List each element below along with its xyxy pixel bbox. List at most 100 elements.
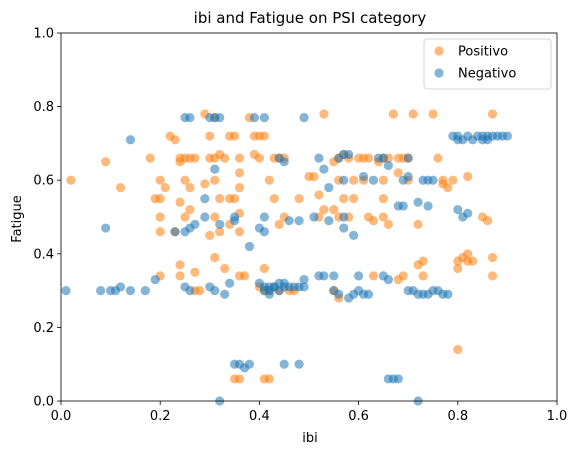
data-point	[195, 286, 205, 296]
data-point	[170, 135, 180, 145]
data-point	[210, 175, 220, 185]
data-point	[443, 182, 453, 193]
data-point	[185, 182, 195, 193]
data-point	[279, 359, 289, 369]
data-point	[190, 219, 200, 229]
y-axis: 0.0 0.2 0.4 0.6 0.8 1.0	[33, 27, 61, 410]
data-point	[264, 289, 274, 299]
y-tick-label: 0.4	[33, 247, 54, 262]
data-point	[145, 153, 155, 163]
data-point	[234, 182, 245, 193]
data-point	[443, 289, 453, 299]
data-point	[349, 194, 359, 204]
data-point	[393, 374, 403, 384]
data-point	[428, 175, 438, 185]
legend-marker	[434, 46, 444, 56]
data-point	[299, 282, 309, 292]
data-point	[413, 219, 423, 229]
data-point	[418, 256, 428, 266]
legend: Positivo Negativo	[423, 38, 552, 90]
data-point	[115, 182, 126, 193]
data-point	[339, 212, 349, 222]
data-point	[180, 175, 190, 185]
legend-marker	[434, 68, 444, 78]
data-point	[368, 271, 379, 281]
data-point	[254, 153, 264, 163]
data-point	[155, 194, 165, 204]
data-point	[309, 171, 319, 182]
data-point	[274, 219, 284, 229]
x-axis: 0.0 0.2 0.4 0.6 0.8 1.0	[51, 401, 568, 424]
data-point	[215, 227, 225, 237]
data-point	[378, 153, 388, 163]
data-point	[487, 252, 498, 263]
data-point	[234, 374, 245, 384]
data-point	[210, 164, 220, 174]
data-point	[393, 168, 403, 178]
data-point	[190, 153, 200, 163]
data-point	[175, 197, 185, 207]
data-point	[200, 194, 210, 204]
data-point	[487, 109, 498, 119]
data-point	[61, 286, 71, 296]
x-tick-label: 0.8	[447, 409, 468, 424]
data-point	[383, 274, 393, 285]
y-tick-label: 1.0	[33, 27, 54, 42]
data-point	[413, 197, 423, 207]
data-point	[215, 194, 225, 204]
data-point	[175, 260, 185, 270]
data-point	[155, 212, 165, 222]
data-point	[150, 274, 160, 285]
data-point	[403, 153, 413, 163]
data-point	[101, 157, 111, 167]
x-axis-label: ibi	[302, 431, 317, 446]
data-point	[180, 212, 190, 222]
data-point	[170, 227, 180, 237]
data-point	[210, 252, 220, 263]
data-point	[259, 227, 269, 237]
legend-box	[423, 38, 552, 90]
data-point	[215, 219, 225, 229]
data-point	[115, 282, 126, 292]
data-point	[388, 109, 398, 119]
data-point	[383, 219, 393, 229]
y-tick-label: 0.6	[33, 174, 54, 189]
data-point	[125, 135, 136, 145]
data-point	[96, 286, 106, 296]
data-point	[249, 113, 260, 123]
data-point	[205, 230, 215, 240]
data-point	[259, 131, 269, 141]
data-point	[398, 201, 408, 211]
data-point	[259, 212, 269, 222]
data-point	[230, 216, 240, 226]
data-point	[200, 179, 210, 189]
data-point	[319, 271, 329, 281]
data-point	[354, 271, 364, 281]
data-point	[368, 216, 379, 226]
data-point	[279, 157, 289, 167]
data-point	[324, 182, 334, 193]
data-point	[423, 201, 433, 211]
data-point	[319, 164, 329, 174]
series-negativo	[61, 113, 512, 406]
data-point	[339, 175, 349, 185]
x-tick-label: 1.0	[547, 409, 568, 424]
data-point	[234, 227, 245, 237]
data-point	[284, 216, 294, 226]
data-point	[433, 153, 443, 163]
data-point	[205, 131, 215, 141]
data-point	[428, 109, 438, 119]
data-point	[363, 153, 374, 163]
data-point	[220, 263, 230, 274]
data-point	[463, 208, 473, 218]
data-point	[210, 286, 220, 296]
data-point	[329, 271, 339, 281]
data-point	[309, 212, 319, 222]
data-point	[215, 113, 225, 123]
chart-title: ibi and Fatigue on PSI category	[194, 9, 427, 27]
x-tick-label: 0.2	[150, 409, 171, 424]
data-point	[482, 216, 493, 226]
data-point	[200, 212, 210, 222]
data-point	[468, 256, 478, 266]
